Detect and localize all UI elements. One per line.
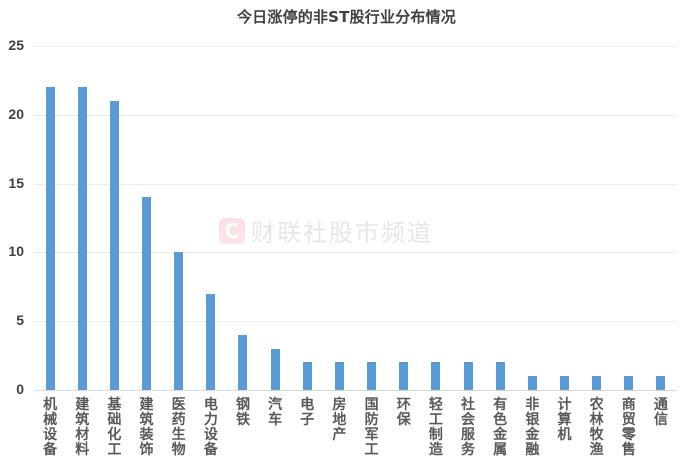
bar (559, 376, 569, 390)
bar (302, 362, 312, 390)
x-tick-label: 有色金属 (493, 397, 508, 458)
x-tick-label: 电子 (300, 397, 315, 428)
x-tick-label: 社会服务 (461, 397, 476, 458)
x-tick-label: 商贸零售 (621, 397, 636, 458)
y-tick-label: 20 (8, 105, 24, 122)
chart-title: 今日涨停的非ST股行业分布情况 (236, 8, 457, 26)
x-tick-label: 非银金融 (525, 397, 540, 458)
gridline (34, 183, 677, 185)
x-tick-label: 建筑装饰 (139, 397, 154, 458)
bar (45, 87, 55, 390)
bar (77, 87, 87, 390)
bar (238, 334, 248, 390)
bar (334, 362, 344, 390)
x-tick-label: 机械设备 (43, 397, 58, 458)
bar (463, 362, 473, 390)
plot-area (34, 46, 677, 391)
gridline (34, 252, 677, 254)
y-tick-label: 5 (16, 312, 24, 329)
bar (592, 376, 602, 390)
bar (527, 376, 537, 390)
gridline (34, 46, 677, 47)
x-tick-label: 农林牧渔 (589, 397, 604, 458)
x-tick-label: 轻工制造 (428, 397, 443, 458)
bar (431, 362, 441, 390)
gridline (34, 114, 677, 116)
bar (624, 376, 634, 390)
bar (206, 293, 216, 390)
bar (495, 362, 505, 390)
y-tick-label: 25 (8, 37, 24, 53)
x-tick-label: 医药生物 (171, 397, 186, 458)
bar (367, 362, 377, 390)
bar (142, 197, 152, 390)
y-tick-label: 15 (8, 174, 24, 191)
x-tick-label: 建筑材料 (75, 397, 90, 458)
bar (399, 362, 409, 390)
bar (109, 101, 119, 390)
x-tick-label: 环保 (396, 397, 411, 428)
x-tick-label: 电力设备 (203, 397, 218, 458)
x-tick-label: 计算机 (557, 397, 572, 443)
y-tick-label: 0 (16, 381, 24, 397)
watermark: C 财联社股市频道 (219, 213, 433, 248)
bar (270, 348, 280, 390)
cls-logo-icon: C (219, 217, 245, 244)
x-tick-label: 汽车 (268, 397, 283, 428)
x-axis-line (34, 390, 677, 391)
x-tick-label: 钢铁 (235, 397, 250, 428)
x-tick-label: 房地产 (332, 397, 347, 443)
bar (174, 252, 184, 390)
watermark-text: 财联社股市频道 (251, 219, 433, 247)
bar (656, 376, 666, 390)
x-tick-label: 通信 (653, 397, 668, 428)
y-tick-label: 10 (8, 243, 24, 260)
x-tick-label: 国防军工 (364, 397, 379, 458)
gridline (34, 321, 677, 323)
x-tick-label: 基础化工 (107, 397, 122, 458)
